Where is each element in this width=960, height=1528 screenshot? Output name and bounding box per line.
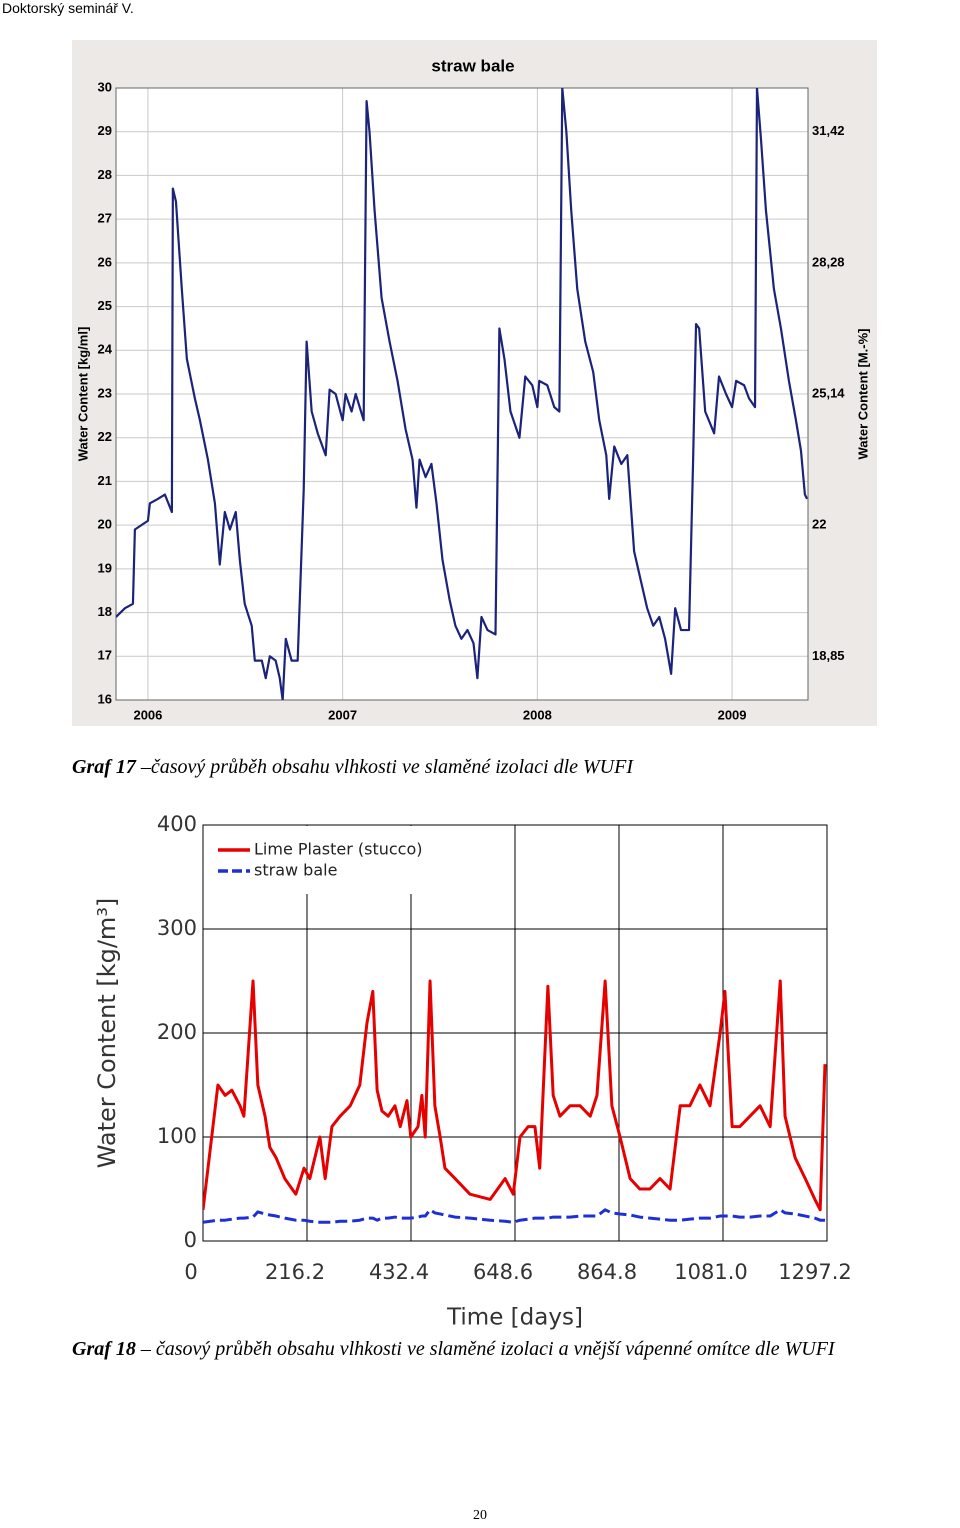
- y-tick-label: 28: [98, 167, 112, 182]
- data-line: [116, 88, 808, 700]
- chart-title: straw bale: [431, 56, 514, 75]
- y-tick-label: 26: [98, 254, 112, 269]
- y-tick-label: 300: [157, 916, 197, 940]
- y-tick-label: 21: [98, 473, 112, 488]
- page-header: Doktorský seminář V.: [2, 0, 134, 16]
- x-tick-label: 216.2: [265, 1260, 325, 1284]
- data-line: [203, 979, 827, 1212]
- y-tick-label: 25: [98, 298, 112, 313]
- caption: Graf 17 –časový průběh obsahu vlhkosti v…: [72, 756, 633, 779]
- y-tick-label: 16: [98, 691, 112, 706]
- x-tick-label: 1297.2: [778, 1260, 851, 1284]
- x-tick-label: 2008: [523, 707, 552, 722]
- y-tick-label: 22: [98, 429, 112, 444]
- page-number: 20: [473, 1508, 487, 1523]
- chart-wufi-water-content: 0 100 200 300 400 0 216.2 432.4 648.6 864.8 1081.0…: [93, 812, 852, 1331]
- y2-tick-label: 18,85: [812, 648, 845, 663]
- y2-tick-label: 22: [812, 517, 826, 532]
- y-axis-label: Water Content [kg/m³]: [93, 898, 121, 1169]
- x-tick-label: 864.8: [577, 1260, 637, 1284]
- y-tick-label: 100: [157, 1124, 197, 1148]
- y-tick-label: 18: [98, 604, 112, 619]
- chart-wufi-straw-bale: straw bale 16 17 18 19 20 21 22 23 24 25 26 27 28 29 30…: [72, 40, 877, 726]
- y-tick-label: 23: [98, 385, 112, 400]
- y-tick-label: 17: [98, 648, 112, 663]
- x-tick-label: 648.6: [473, 1260, 533, 1284]
- x-tick-label: 0: [184, 1260, 197, 1284]
- plot-frame: [202, 824, 828, 1242]
- x-axis-label: Time [days]: [446, 1305, 583, 1331]
- y-tick-label: 24: [98, 342, 113, 357]
- data-line: [203, 1208, 825, 1224]
- legend-label: straw bale: [254, 861, 337, 880]
- caption-label: Graf 17: [72, 756, 136, 778]
- y-tick-label: 0: [184, 1228, 197, 1252]
- x-tick-label: 2006: [133, 707, 162, 722]
- y-tick-label: 30: [98, 79, 112, 94]
- caption-label: Graf 18: [72, 1338, 136, 1360]
- y-axis-label: Water Content [kg/ml]: [75, 327, 90, 462]
- caption: Graf 18 – časový průběh obsahu vlhkosti …: [4, 1336, 958, 1363]
- y-tick-label: 29: [98, 123, 112, 138]
- y2-tick-label: 25,14: [812, 385, 845, 400]
- y-tick-label: 19: [98, 560, 112, 575]
- y2-tick-label: 31,42: [812, 123, 845, 138]
- y2-tick-label: 28,28: [812, 254, 845, 269]
- x-tick-label: 2009: [718, 707, 747, 722]
- y-tick-label: 200: [157, 1020, 197, 1044]
- plot-frame: [115, 87, 809, 701]
- legend-label: Lime Plaster (stucco): [254, 840, 423, 859]
- caption-text: –časový průběh obsahu vlhkosti ve slaměn…: [140, 756, 633, 778]
- x-tick-label: 432.4: [369, 1260, 429, 1284]
- y-tick-label: 20: [98, 517, 112, 532]
- caption-text: – časový průběh obsahu vlhkosti ve slamě…: [140, 1338, 835, 1360]
- x-tick-label: 1081.0: [674, 1260, 747, 1284]
- x-tick-label: 2007: [328, 707, 357, 722]
- y-tick-label: 27: [98, 211, 112, 226]
- legend-background: [204, 826, 509, 894]
- y2-axis-label: Water Content [M.-%]: [855, 329, 870, 460]
- y-tick-label: 400: [157, 812, 197, 836]
